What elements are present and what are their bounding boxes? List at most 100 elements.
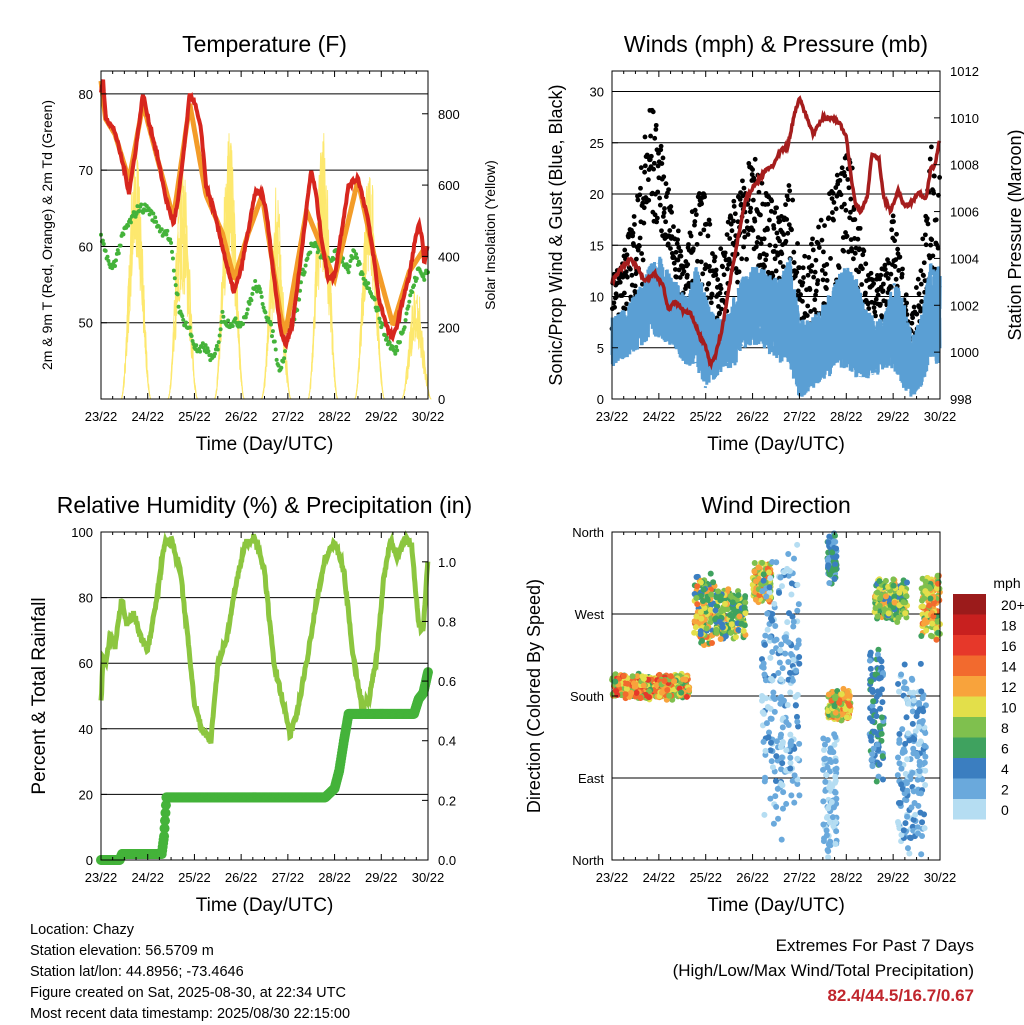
- direction-point: [917, 738, 924, 745]
- direction-point: [874, 613, 881, 620]
- gust-point: [777, 218, 783, 224]
- gust-point: [736, 269, 742, 275]
- dewpoint-point: [116, 251, 121, 256]
- gust-point: [871, 281, 877, 286]
- dewpoint-point: [141, 210, 146, 215]
- direction-point: [766, 634, 773, 641]
- direction-point: [873, 778, 880, 785]
- gust-point: [641, 205, 647, 211]
- direction-point: [899, 748, 906, 755]
- dewpoint-point: [244, 311, 249, 316]
- direction-point: [867, 715, 874, 722]
- gust-point: [745, 232, 751, 237]
- direction-point: [656, 671, 663, 678]
- x-tick-label: 28/22: [318, 870, 351, 885]
- direction-point: [826, 580, 833, 587]
- gust-point: [750, 227, 756, 233]
- gust-point: [897, 254, 903, 260]
- x-tick-label: 23/22: [85, 409, 118, 424]
- gust-point: [654, 215, 660, 221]
- direction-point: [895, 820, 902, 827]
- gust-point: [658, 147, 664, 153]
- gust-point: [888, 271, 894, 277]
- dewpoint-point: [243, 315, 248, 320]
- gust-point: [846, 185, 852, 191]
- gust-point: [750, 197, 756, 203]
- direction-point: [683, 693, 690, 700]
- direction-point: [824, 813, 831, 820]
- y-tick-label: North: [572, 853, 604, 868]
- dewpoint-point: [181, 317, 186, 322]
- direction-point: [769, 649, 776, 656]
- gust-point: [784, 216, 790, 222]
- gust-point: [744, 218, 750, 224]
- direction-point: [910, 788, 917, 795]
- direction-point: [885, 610, 892, 617]
- direction-point: [782, 634, 789, 641]
- direction-point: [822, 778, 829, 785]
- direction-point: [777, 744, 784, 751]
- direction-point: [832, 766, 839, 773]
- direction-point: [783, 719, 790, 726]
- y-axis-label: Percent & Total Rainfall: [29, 597, 50, 794]
- direction-point: [896, 589, 903, 596]
- direction-point: [761, 641, 768, 648]
- y2-tick-label: 1008: [950, 158, 979, 173]
- extremes-title: Extremes For Past 7 Days: [775, 936, 974, 955]
- direction-point: [782, 650, 789, 657]
- y2-axis: 0 200 400 600 800: [422, 107, 460, 407]
- dewpoint-point: [347, 264, 352, 269]
- gust-point: [738, 201, 744, 207]
- direction-point: [910, 697, 917, 704]
- dewpoint-point: [312, 244, 317, 249]
- direction-point: [741, 604, 748, 611]
- y2-tick-label: 1002: [950, 298, 979, 313]
- gust-point: [731, 218, 736, 224]
- direction-point: [776, 695, 783, 702]
- x-axis-label: Time (Day/UTC): [196, 434, 334, 455]
- gust-point: [707, 221, 713, 227]
- gust-point: [865, 301, 871, 307]
- legend-swatch: [953, 799, 986, 820]
- direction-point: [761, 671, 768, 678]
- direction-point: [771, 695, 778, 702]
- gust-point: [713, 267, 719, 273]
- gust-point: [763, 257, 769, 263]
- x-tick-label: 25/22: [689, 409, 722, 424]
- gust-point: [705, 233, 711, 239]
- gust-point: [754, 239, 760, 245]
- dewpoint-point: [164, 232, 169, 237]
- dewpoint-point: [282, 356, 287, 361]
- gust-point: [675, 257, 681, 263]
- direction-point: [755, 564, 762, 571]
- direction-point: [922, 578, 929, 585]
- x-tick-label: 25/22: [178, 409, 211, 424]
- gust-point: [900, 266, 905, 272]
- gust-point: [752, 218, 758, 224]
- dewpoint-point: [352, 249, 357, 254]
- gust-point: [684, 272, 690, 278]
- dewpoint-point: [110, 266, 115, 271]
- direction-point: [788, 792, 795, 799]
- gust-point: [845, 177, 851, 182]
- direction-point: [823, 827, 830, 834]
- dewpoint-point: [115, 248, 120, 253]
- direction-point: [761, 811, 768, 818]
- legend-swatch: [953, 635, 986, 656]
- gust-point: [786, 222, 792, 228]
- dewpoint-point: [206, 349, 211, 354]
- gust-point: [713, 272, 719, 278]
- direction-point: [775, 669, 782, 676]
- direction-point: [776, 589, 783, 596]
- dewpoint-point: [198, 349, 203, 354]
- speed-legend: mph 20+ 18 16 14 12 10 8 6 4 2 0: [953, 575, 1024, 820]
- dewpoint-point: [154, 219, 159, 224]
- direction-point: [787, 731, 794, 738]
- direction-point: [751, 568, 758, 575]
- gust-point: [913, 285, 919, 290]
- y2-tick-label: 1006: [950, 205, 979, 220]
- direction-point: [707, 606, 714, 613]
- direction-point: [779, 782, 786, 789]
- dewpoint-point: [249, 298, 254, 303]
- direction-point: [789, 677, 796, 684]
